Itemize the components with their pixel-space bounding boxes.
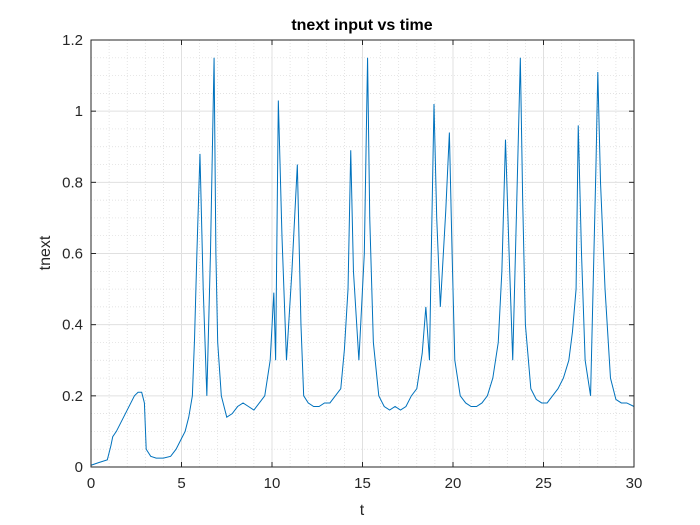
x-tick-label: 5 xyxy=(177,475,185,492)
chart-title: tnext input vs time xyxy=(291,17,432,34)
series-line xyxy=(90,57,635,466)
x-tick-label: 0 xyxy=(87,475,95,492)
plot-area xyxy=(90,39,635,468)
x-tick-label: 25 xyxy=(535,475,552,492)
x-axis-label: t xyxy=(360,502,365,519)
x-tick-label: 10 xyxy=(264,475,281,492)
x-tick-label: 30 xyxy=(626,475,643,492)
y-tick-label: 0.2 xyxy=(62,388,83,405)
x-tick-label: 15 xyxy=(354,475,371,492)
y-tick-label: 1.2 xyxy=(62,32,83,49)
x-tick-label: 20 xyxy=(445,475,462,492)
y-tick-label: 1 xyxy=(75,103,83,120)
y-axis-label: tnext xyxy=(37,235,54,270)
y-axis-ticks: 0 0.2 0.4 0.6 0.8 1 1.2 xyxy=(62,32,83,476)
x-axis-ticks: 0 5 10 15 20 25 30 xyxy=(87,475,643,492)
y-tick-label: 0 xyxy=(75,459,83,476)
tick-marks xyxy=(90,39,635,468)
y-tick-label: 0.8 xyxy=(62,174,83,191)
y-tick-label: 0.4 xyxy=(62,317,83,334)
y-tick-label: 0.6 xyxy=(62,246,83,263)
